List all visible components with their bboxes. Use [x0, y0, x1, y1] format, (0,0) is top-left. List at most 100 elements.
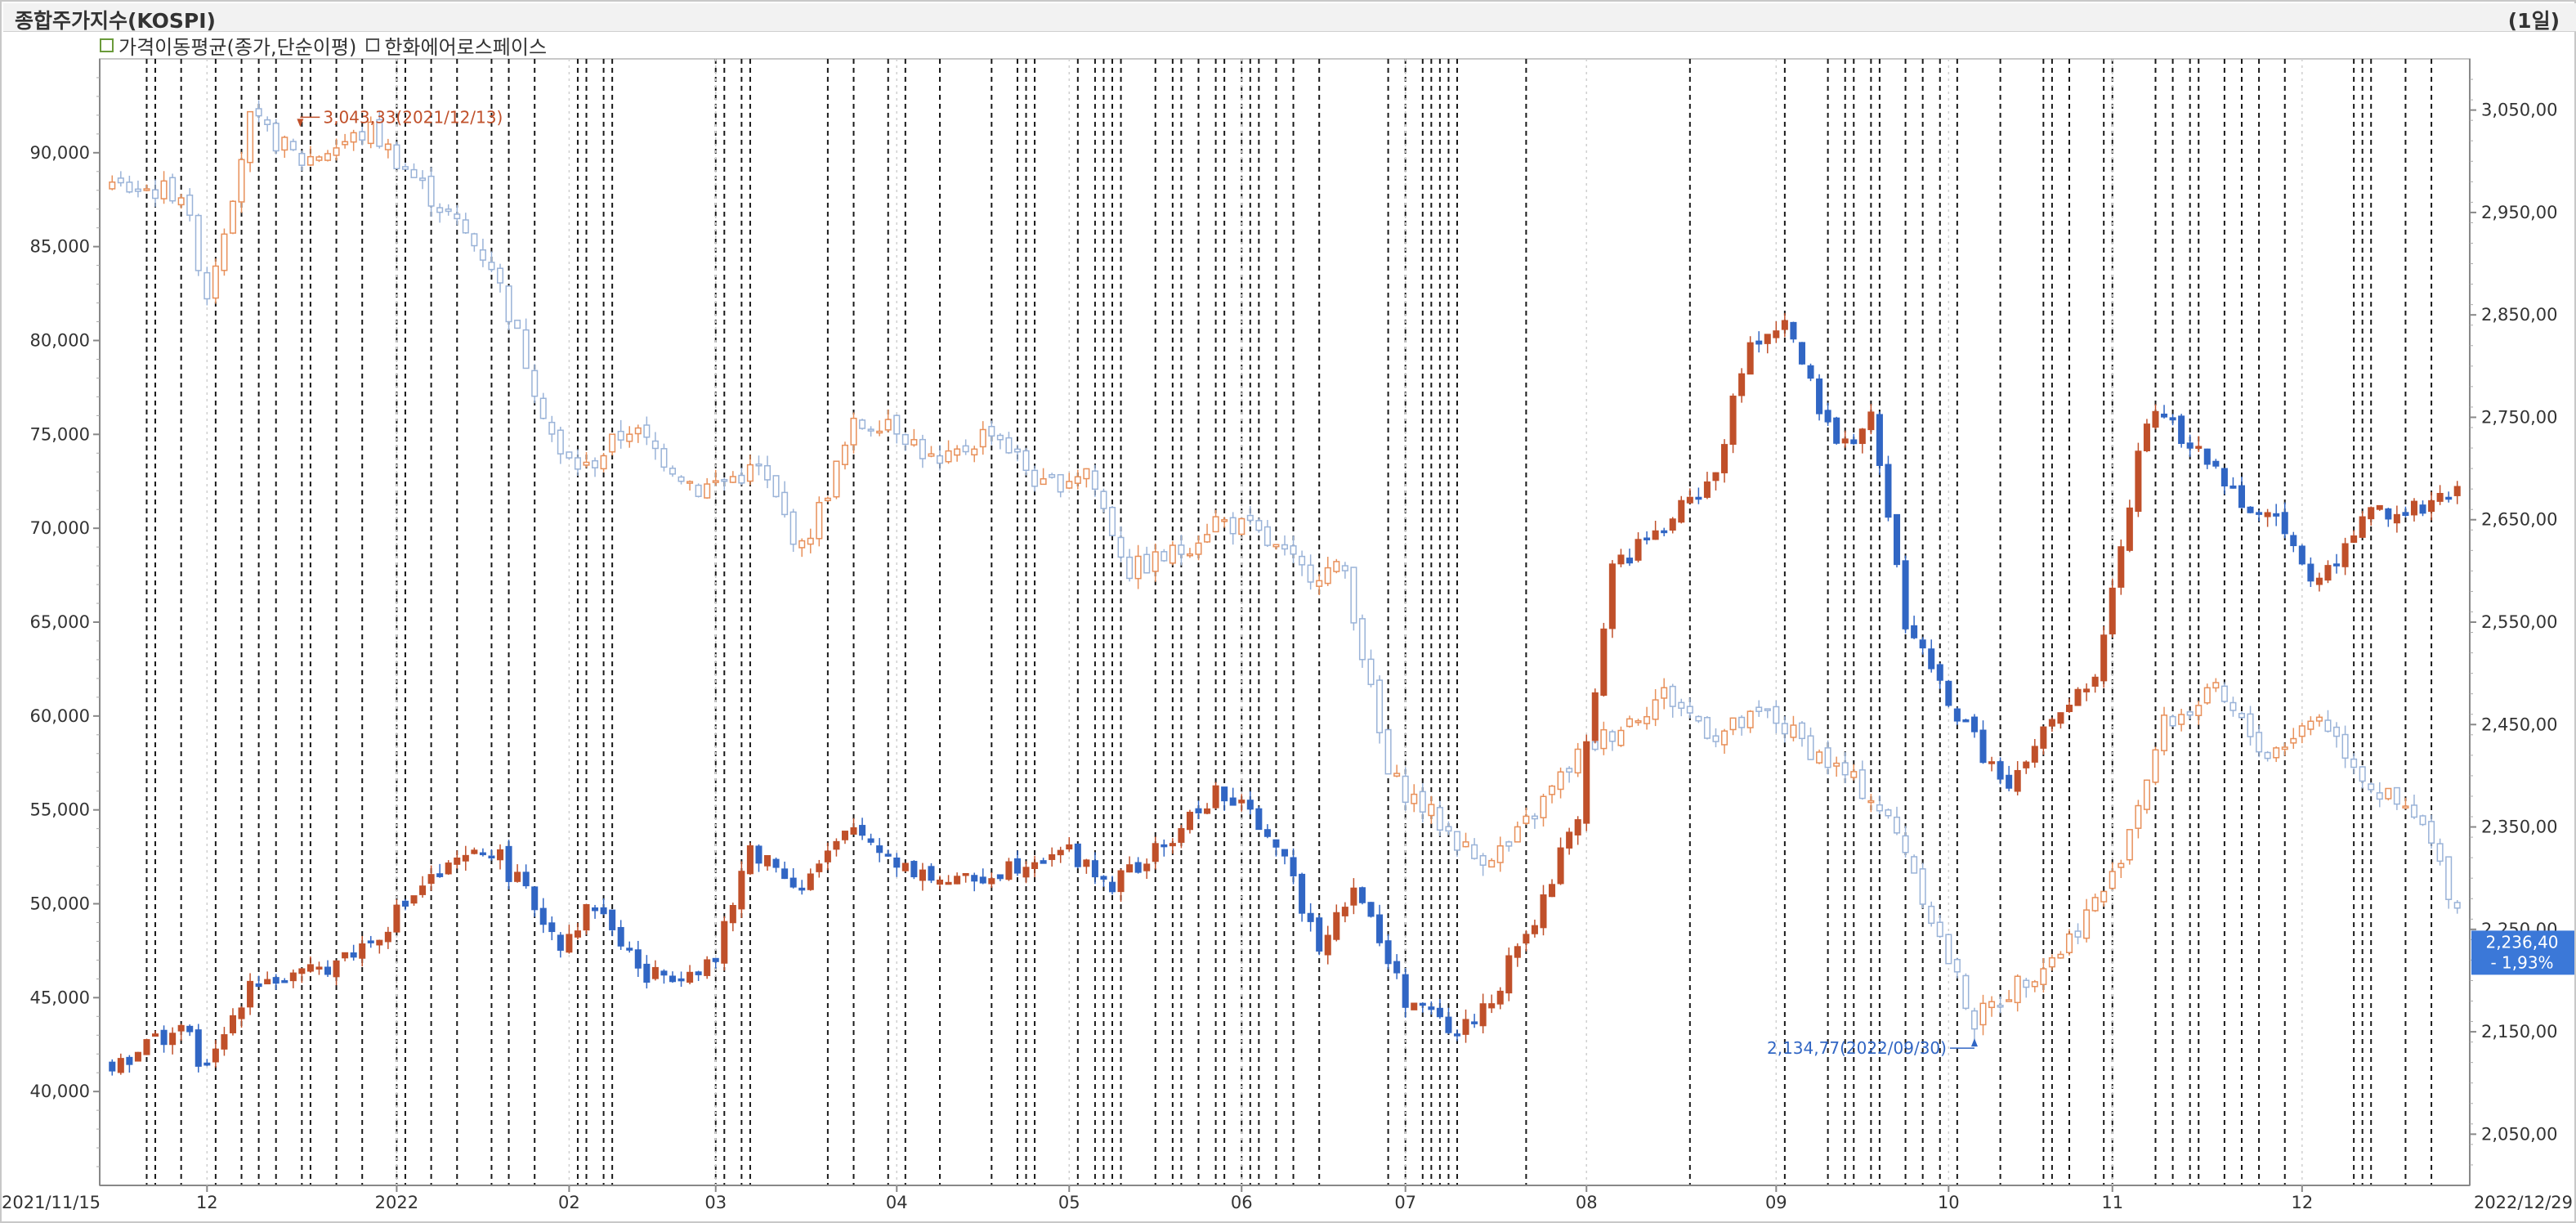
legend: 가격이동평균(종가,단순이평) 한화에어로스페이스 — [100, 33, 547, 59]
period-selector[interactable]: (1일) — [2507, 9, 2560, 33]
stock-candle-body — [755, 845, 763, 864]
kospi-candle-body — [1126, 556, 1134, 580]
stock-candle-body — [643, 963, 651, 983]
stock-candle-body — [1091, 860, 1098, 878]
stock-candle-body — [2065, 705, 2073, 712]
kospi-candle-body — [1600, 728, 1608, 750]
kospi-candle-body — [2178, 714, 2185, 725]
kospi-candle-body — [186, 194, 194, 216]
kospi-candle-body — [2203, 687, 2211, 704]
stock-candle-body — [1531, 925, 1538, 934]
stock-candle-body — [893, 857, 901, 868]
stock-candle-body — [247, 980, 254, 1008]
ma-checkbox-icon[interactable] — [100, 38, 114, 52]
kospi-candle-body — [281, 137, 288, 151]
kospi-candle-body — [298, 153, 306, 166]
stock-candle-body — [2315, 577, 2323, 585]
kospi-candle-body — [488, 262, 495, 271]
stock-candle-body — [1255, 808, 1263, 831]
kospi-candle-body — [522, 329, 530, 370]
kospi-candle-body — [651, 440, 659, 450]
kospi-candle-body — [126, 181, 133, 193]
stock-candle-body — [2083, 688, 2091, 692]
kospi-candle-body — [410, 168, 418, 178]
stock-candle-body — [1263, 829, 1271, 837]
stock-candle-body — [454, 857, 461, 865]
kospi-candle-body — [1798, 722, 1805, 740]
stock-candle-body — [988, 878, 995, 885]
stock-candle-body — [1876, 414, 1883, 466]
kospi-candle-body — [272, 123, 280, 152]
stock-candle-body — [1419, 1002, 1426, 1006]
stock-candle-body — [1712, 472, 1720, 482]
kospi-candle-body — [1790, 724, 1797, 738]
kospi-candle-body — [1488, 859, 1496, 868]
stock-candle-body — [1936, 664, 1943, 681]
x-axis-tick-label: 09 — [1765, 1193, 1787, 1212]
x-axis: 2021/11/15 2022/12/29 12 2022 02 03 04 05 06 07 08… — [2, 59, 2573, 1212]
kospi-candle-body — [704, 483, 711, 499]
stock-candle-body — [1100, 876, 1107, 880]
stock-candle-body — [746, 845, 754, 875]
stock-candle-body — [531, 886, 539, 911]
kospi-candle-body — [1091, 470, 1098, 491]
stock-candle-body — [1186, 811, 1193, 831]
right-axis-tick-label: 2,750,00 — [2481, 407, 2558, 427]
kospi-candle-body — [824, 497, 831, 502]
stock-candle-body — [1574, 819, 1581, 835]
kospi-candle-body — [1729, 717, 1737, 731]
stock-candle-body — [1204, 808, 1211, 814]
stock-candle-body — [1143, 863, 1151, 871]
kospi-candle-body — [996, 434, 1004, 441]
kospi-candle-body — [962, 445, 969, 453]
kospi-candle-body — [1161, 551, 1168, 562]
stock-candle-body — [410, 895, 418, 904]
kospi-candle-body — [229, 200, 236, 234]
kospi-candle-body — [1108, 506, 1116, 536]
stock-candle-body — [2212, 460, 2220, 467]
kospi-candle-body — [143, 188, 150, 191]
stock-candle-body — [1324, 934, 1331, 956]
stock-candle-body — [488, 855, 495, 859]
kospi-candle-body — [2264, 751, 2271, 759]
stock-candle-body — [971, 875, 978, 882]
stock-candle-body — [1367, 902, 1375, 917]
kospi-candle-body — [2445, 856, 2453, 900]
kospi-candle-body — [1531, 815, 1538, 820]
kospi-candle-body — [1350, 567, 1357, 624]
x-axis-tick-label: 03 — [704, 1193, 727, 1212]
kospi-candle-body — [221, 233, 228, 271]
kospi-candle-body — [2040, 968, 2047, 985]
kospi-candle-body — [2220, 685, 2228, 702]
kospi-high-arrow-icon — [297, 119, 304, 128]
stock-candle-body — [514, 871, 521, 882]
kospi-candle-body — [1428, 804, 1435, 817]
kospi-candle-body — [1186, 553, 1193, 557]
stock-candle-body — [1462, 1019, 1469, 1035]
kospi-candle-body — [617, 430, 624, 441]
kospi-candle-body — [1402, 775, 1409, 804]
stock-candle-body — [1281, 849, 1289, 857]
stock-candle-body — [1436, 1007, 1443, 1018]
right-axis-tick-label: 2,850,00 — [2481, 305, 2558, 325]
stock-candle-body — [1746, 342, 1754, 375]
kospi-candle-body — [1411, 793, 1418, 804]
stock-candle-body — [574, 930, 581, 938]
kospi-candle-body — [1644, 715, 1651, 724]
kospi-candle-body — [1436, 807, 1443, 831]
kospi-candle-body — [2006, 999, 2013, 1002]
stock-candle-body — [1350, 887, 1357, 906]
stock-candle-body — [2220, 468, 2228, 486]
left-axis-tick-label: 75,000 — [30, 424, 90, 444]
kospi-candle-body — [1764, 708, 1771, 711]
kospi-candle-body — [1970, 1010, 1978, 1030]
stock-candle-body — [2040, 726, 2047, 749]
kospi-candle-body — [539, 397, 547, 419]
stock-candle-body — [2186, 442, 2194, 449]
stock-candle-body — [1583, 741, 1590, 824]
kospi-candle-body — [1229, 517, 1237, 535]
stock-candle-body — [1488, 1003, 1496, 1009]
kospi-candle-body — [1824, 747, 1831, 768]
kospi-candle-body — [592, 459, 599, 468]
